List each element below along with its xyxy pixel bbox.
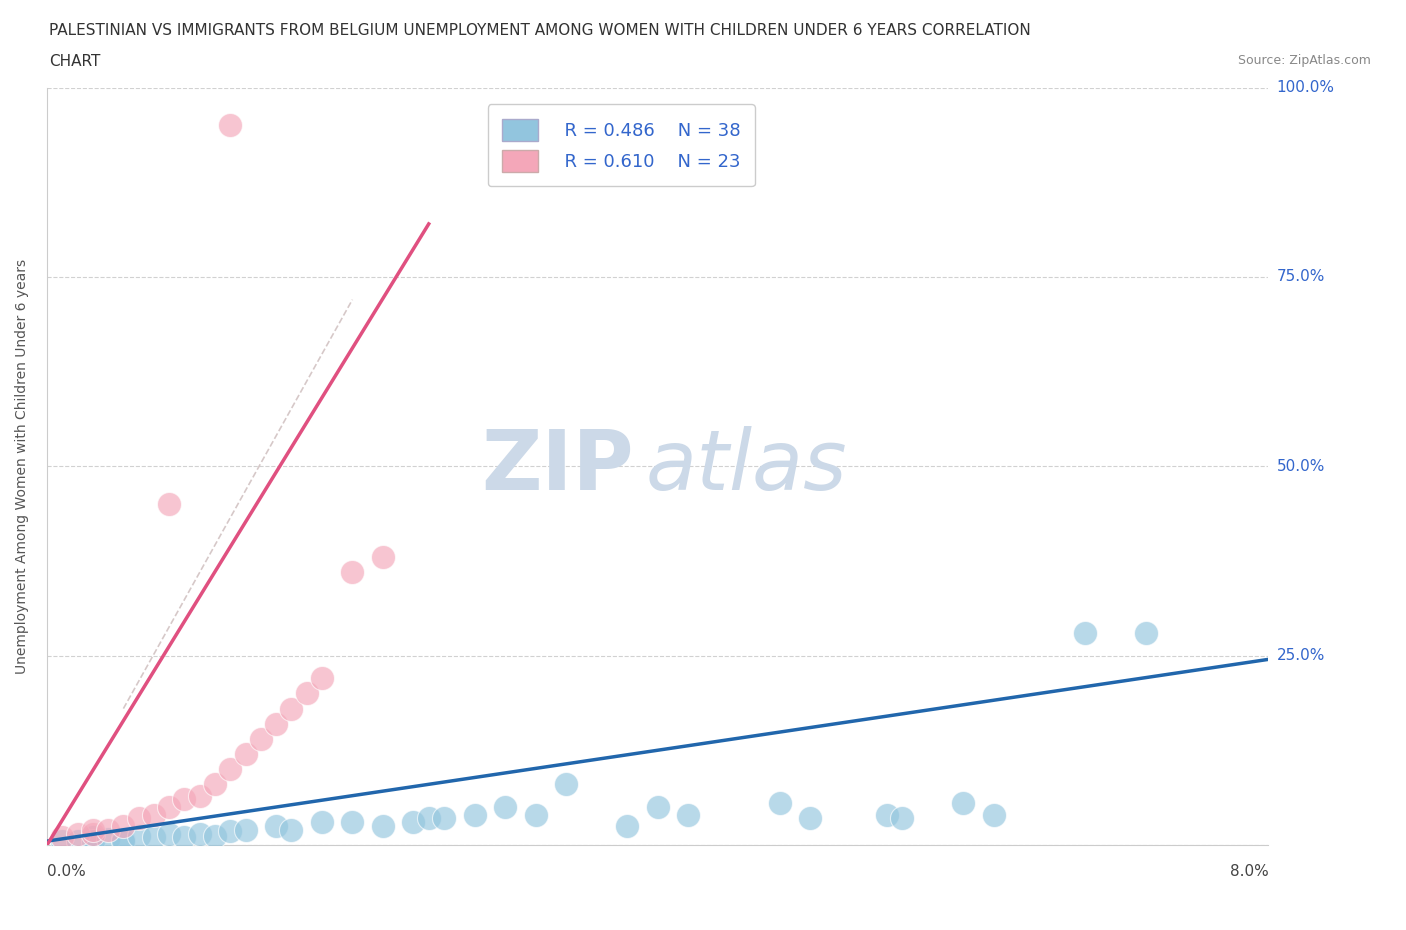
Point	[402, 815, 425, 830]
Point	[1074, 625, 1097, 640]
Point	[464, 807, 486, 822]
Point	[66, 833, 89, 848]
Text: PALESTINIAN VS IMMIGRANTS FROM BELGIUM UNEMPLOYMENT AMONG WOMEN WITH CHILDREN UN: PALESTINIAN VS IMMIGRANTS FROM BELGIUM U…	[49, 23, 1031, 38]
Point	[66, 826, 89, 841]
Point	[219, 118, 242, 133]
Point	[371, 550, 394, 565]
Point	[952, 796, 974, 811]
Point	[173, 830, 195, 844]
Point	[433, 811, 456, 826]
Point	[112, 833, 135, 848]
Point	[112, 831, 135, 846]
Point	[219, 762, 242, 777]
Point	[112, 818, 135, 833]
Point	[494, 800, 516, 815]
Point	[311, 671, 333, 685]
Point	[82, 822, 104, 837]
Point	[264, 818, 287, 833]
Point	[82, 830, 104, 844]
Text: ZIP: ZIP	[481, 426, 633, 507]
Point	[799, 811, 821, 826]
Point	[769, 796, 792, 811]
Point	[204, 829, 226, 844]
Point	[249, 731, 271, 746]
Point	[142, 807, 165, 822]
Point	[418, 811, 440, 826]
Text: 8.0%: 8.0%	[1230, 864, 1268, 879]
Point	[128, 811, 150, 826]
Text: CHART: CHART	[49, 54, 101, 69]
Point	[280, 822, 302, 837]
Point	[51, 830, 73, 844]
Point	[678, 807, 700, 822]
Point	[876, 807, 898, 822]
Point	[983, 807, 1005, 822]
Point	[891, 811, 914, 826]
Point	[524, 807, 547, 822]
Point	[157, 800, 180, 815]
Point	[97, 831, 120, 846]
Point	[647, 800, 669, 815]
Point	[280, 701, 302, 716]
Point	[51, 833, 73, 848]
Point	[616, 818, 638, 833]
Point	[342, 815, 364, 830]
Y-axis label: Unemployment Among Women with Children Under 6 years: Unemployment Among Women with Children U…	[15, 259, 30, 674]
Point	[142, 830, 165, 844]
Legend:   R = 0.486    N = 38,   R = 0.610    N = 23: R = 0.486 N = 38, R = 0.610 N = 23	[488, 104, 755, 186]
Point	[157, 826, 180, 841]
Point	[188, 789, 211, 804]
Text: 50.0%: 50.0%	[1277, 458, 1324, 473]
Point	[1135, 625, 1157, 640]
Text: 0.0%: 0.0%	[46, 864, 86, 879]
Point	[371, 818, 394, 833]
Text: 75.0%: 75.0%	[1277, 270, 1324, 285]
Point	[173, 792, 195, 807]
Point	[555, 777, 578, 791]
Point	[295, 686, 318, 701]
Point	[264, 716, 287, 731]
Point	[311, 815, 333, 830]
Point	[97, 822, 120, 837]
Point	[82, 826, 104, 841]
Point	[204, 777, 226, 791]
Text: Source: ZipAtlas.com: Source: ZipAtlas.com	[1237, 54, 1371, 67]
Point	[188, 826, 211, 841]
Point	[128, 829, 150, 844]
Text: 100.0%: 100.0%	[1277, 80, 1334, 95]
Point	[157, 497, 180, 512]
Point	[235, 747, 257, 762]
Point	[342, 565, 364, 579]
Point	[235, 822, 257, 837]
Text: 25.0%: 25.0%	[1277, 648, 1324, 663]
Point	[219, 824, 242, 839]
Point	[82, 833, 104, 848]
Text: atlas: atlas	[645, 426, 848, 507]
